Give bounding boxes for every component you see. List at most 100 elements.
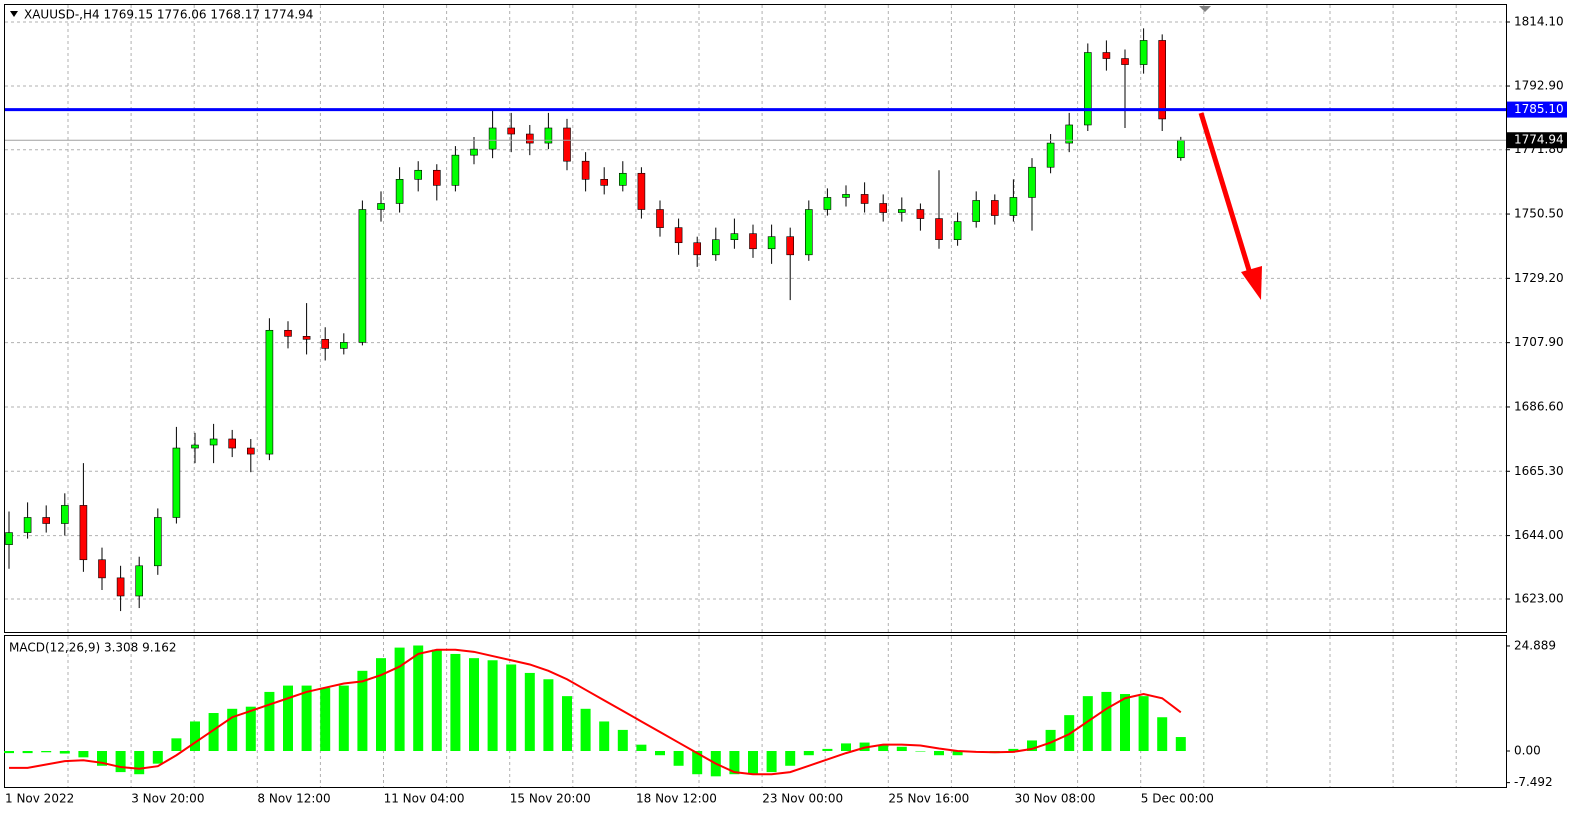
macd-bar	[469, 658, 479, 752]
y-tick-label: 0.00	[1514, 744, 1541, 758]
price-pane	[4, 4, 1507, 633]
candle-body	[228, 438, 236, 449]
macd-bar	[1157, 717, 1168, 752]
macd-bar	[673, 751, 684, 766]
y-tick-label: 1686.60	[1514, 399, 1564, 413]
macd-bar	[748, 751, 758, 775]
candle-body	[358, 209, 367, 343]
candle-body	[1177, 139, 1185, 159]
candle-body	[1065, 124, 1073, 144]
macd-bar	[245, 706, 256, 752]
macd-bar	[580, 708, 591, 752]
macd-bar	[97, 751, 107, 766]
candle-body	[172, 447, 181, 518]
macd-bar	[655, 751, 665, 756]
candle-body	[116, 577, 125, 597]
candle-body	[98, 559, 106, 579]
candle-body	[507, 127, 516, 135]
macd-bar	[190, 721, 200, 752]
macd-bar	[1008, 748, 1019, 752]
candle-body	[209, 438, 218, 446]
macd-bar	[1027, 740, 1037, 752]
macd-bar	[431, 649, 442, 752]
arrow-shaft	[1198, 112, 1255, 281]
candle-body	[711, 239, 720, 256]
candle-body	[1084, 52, 1092, 126]
macd-bar	[599, 721, 610, 752]
candle-body	[600, 179, 609, 186]
candle-body	[23, 517, 32, 533]
candle-body	[823, 197, 832, 210]
macd-bar	[822, 748, 833, 752]
macd-bar	[952, 751, 963, 756]
candle-body	[786, 236, 795, 256]
candle-body	[1139, 40, 1148, 65]
macd-bar	[152, 751, 163, 764]
candle-body	[191, 444, 199, 449]
macd-bar	[115, 751, 126, 773]
candle-body	[916, 209, 925, 219]
macd-bar	[376, 658, 386, 752]
shift-marker	[1199, 6, 1211, 12]
candle-body	[618, 172, 627, 186]
macd-bar	[506, 664, 517, 752]
macd-bar	[878, 744, 889, 752]
candle-body	[42, 517, 51, 524]
y-tick-label: 1729.20	[1514, 271, 1564, 285]
candle-body	[656, 209, 664, 228]
candle-body	[935, 218, 943, 241]
macd-bar	[1101, 691, 1112, 752]
macd-bar	[338, 685, 349, 752]
macd-pane	[4, 635, 1507, 788]
candle-body	[730, 233, 739, 241]
candle-body	[247, 447, 255, 455]
candle-body	[1121, 58, 1129, 65]
candle-body	[1046, 142, 1055, 168]
candle-body	[972, 200, 981, 222]
current-price-bg	[1507, 132, 1567, 149]
macd-bar	[524, 672, 535, 752]
candle-body	[1158, 40, 1166, 120]
candle-body	[525, 133, 534, 144]
macd-bar	[394, 647, 405, 752]
chart-title: XAUUSD-,H4 1769.15 1776.06 1768.17 1774.…	[24, 8, 313, 22]
x-tick-label: 15 Nov 20:00	[510, 792, 591, 806]
x-tick-label: 3 Nov 20:00	[131, 792, 204, 806]
macd-bar	[357, 670, 368, 752]
y-tick-label: 1665.30	[1514, 464, 1564, 478]
macd-bar	[1138, 696, 1149, 752]
arrow-head	[1241, 266, 1262, 300]
candle-body	[339, 342, 348, 349]
candle-body	[990, 200, 999, 216]
candle-body	[953, 221, 962, 241]
macd-bar	[4, 751, 14, 754]
macd-bar	[450, 653, 461, 752]
macd-bar	[803, 751, 814, 756]
macd-bar	[1082, 696, 1093, 752]
candle-body	[432, 169, 441, 186]
macd-bar	[617, 729, 628, 752]
candle-body	[842, 194, 850, 198]
x-tick-label: 8 Nov 12:00	[257, 792, 330, 806]
candle-body	[60, 505, 69, 524]
candle-body	[637, 172, 646, 210]
macd-bar	[543, 679, 554, 752]
candle-body	[377, 203, 385, 210]
candle-body	[1028, 166, 1036, 198]
y-tick-label: 1792.90	[1514, 79, 1564, 93]
candle-body	[693, 242, 702, 256]
candle-body	[581, 160, 590, 180]
candle-body	[135, 565, 143, 597]
candle-body	[563, 127, 571, 162]
y-tick-label: 1814.10	[1514, 15, 1564, 29]
price-label: 1785.10	[1514, 102, 1564, 116]
x-tick-label: 1 Nov 2022	[5, 792, 74, 806]
candle-body	[879, 203, 888, 213]
candle-body	[1102, 52, 1111, 59]
candle-body	[395, 179, 404, 204]
y-tick-label: 24.889	[1514, 638, 1556, 652]
x-tick-label: 11 Nov 04:00	[384, 792, 465, 806]
candle-body	[451, 154, 460, 186]
macd-bar	[22, 751, 33, 754]
